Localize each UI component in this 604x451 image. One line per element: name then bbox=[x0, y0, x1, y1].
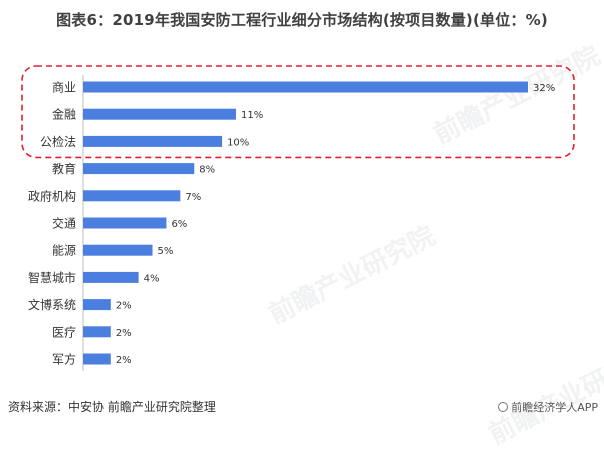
bar bbox=[83, 217, 167, 229]
data-label: 6% bbox=[171, 219, 187, 230]
highlight-frame bbox=[21, 65, 575, 159]
data-label: 2% bbox=[116, 301, 132, 312]
category-label: 医疗 bbox=[52, 325, 76, 339]
source-note: 资料来源：中安协 前瞻产业研究院整理 bbox=[8, 400, 216, 414]
brand-text: 前瞻经济学人APP bbox=[511, 401, 598, 414]
brand-logo-icon bbox=[498, 402, 509, 412]
bar-chart: 商业 32% 金融 11% 公检法 10% 教育 8% 政府机构 7% 交通 6% 能源 5% 智慧城市 4%… bbox=[21, 65, 575, 371]
bar bbox=[83, 108, 236, 120]
data-label: 7% bbox=[185, 192, 201, 203]
data-label: 11% bbox=[241, 110, 263, 121]
category-label: 金融 bbox=[52, 107, 76, 122]
data-label: 4% bbox=[144, 273, 160, 284]
bar bbox=[83, 326, 111, 338]
bar bbox=[83, 244, 153, 256]
bar bbox=[83, 135, 223, 147]
category-label: 公检法 bbox=[40, 134, 76, 149]
data-label: 32% bbox=[533, 83, 555, 94]
data-label: 10% bbox=[227, 137, 249, 148]
chart-title: 图表6：2019年我国安防工程行业细分市场结构(按项目数量)(单位：%) bbox=[56, 11, 548, 29]
category-label: 政府机构 bbox=[28, 188, 76, 203]
category-label: 交通 bbox=[52, 216, 76, 231]
bar bbox=[83, 271, 139, 283]
category-label: 军方 bbox=[52, 352, 76, 367]
category-label: 智慧城市 bbox=[28, 270, 76, 285]
bar bbox=[83, 163, 195, 175]
bar bbox=[83, 353, 111, 365]
data-label: 2% bbox=[116, 355, 132, 366]
bar bbox=[83, 190, 181, 202]
bar bbox=[83, 81, 528, 93]
category-label: 商业 bbox=[52, 80, 76, 95]
brand-label: 前瞻经济学人APP bbox=[498, 399, 598, 415]
category-label: 能源 bbox=[52, 244, 76, 258]
category-label: 教育 bbox=[52, 161, 76, 176]
data-label: 5% bbox=[158, 246, 174, 257]
category-label: 文博系统 bbox=[28, 297, 76, 312]
bar bbox=[83, 299, 111, 311]
data-label: 8% bbox=[199, 165, 215, 176]
data-label: 2% bbox=[116, 328, 132, 339]
